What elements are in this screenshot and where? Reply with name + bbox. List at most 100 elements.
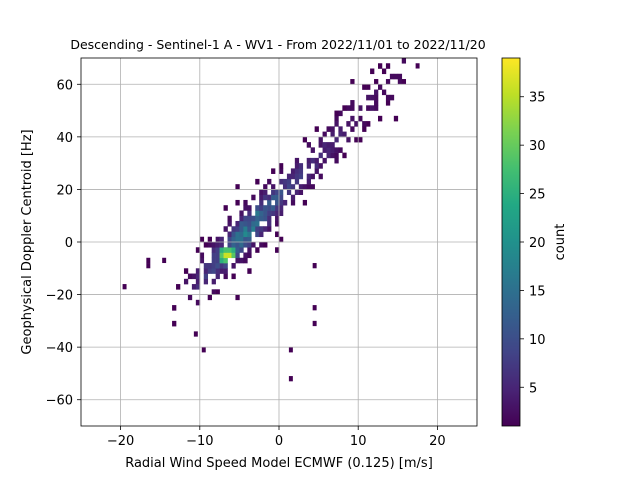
heatmap-cell [263, 210, 268, 217]
heatmap-cell [298, 173, 304, 180]
heatmap-cell [318, 142, 323, 148]
heatmap-cell [259, 231, 264, 238]
heatmap-cell [223, 273, 228, 280]
heatmap-cell [227, 220, 232, 227]
heatmap-cell-outlier [193, 331, 198, 337]
heatmap-cell [334, 147, 339, 153]
x-axis: −20 −10 0 10 20 [107, 426, 446, 449]
heatmap-cell [346, 105, 351, 111]
heatmap-cell [199, 257, 205, 264]
heatmap-cell [219, 252, 224, 259]
heatmap-cell [279, 205, 284, 211]
heatmap-cell [207, 294, 212, 301]
heatmap-cell-outlier [312, 305, 317, 311]
heatmap-cell [358, 136, 363, 143]
heatmap-cell [314, 157, 319, 164]
heatmap-cell [318, 173, 323, 180]
heatmap-cell [366, 121, 371, 127]
heatmap-cell [310, 173, 315, 180]
heatmap-cell [290, 168, 296, 174]
y-tick-label: −20 [46, 289, 73, 304]
heatmap-cell [211, 268, 216, 274]
chart-title: Descending - Sentinel-1 A - WV1 - From 2… [70, 37, 485, 52]
y-axis: −60 −40 −20 0 20 40 60 [46, 78, 81, 409]
heatmap-cell [322, 157, 327, 164]
heatmap-cell [255, 226, 260, 232]
heatmap-cell [211, 242, 216, 248]
heatmap-cell [338, 126, 343, 132]
heatmap-cell [294, 168, 300, 174]
heatmap-cell [318, 136, 323, 143]
heatmap-cell [263, 215, 268, 222]
heatmap-cell [286, 173, 292, 180]
heatmap-cell [195, 273, 201, 280]
heatmap-cell-outlier [162, 257, 167, 264]
heatmap-cell [263, 184, 268, 190]
heatmap-cell [247, 210, 252, 217]
heatmap-cell [227, 252, 232, 259]
heatmap-cell [322, 147, 327, 153]
heatmap-cell [247, 236, 252, 243]
heatmap-cell [334, 110, 339, 117]
heatmap-cell [279, 236, 284, 243]
heatmap-cell [306, 173, 311, 180]
heatmap-cell [259, 189, 264, 195]
heatmap-cell [235, 252, 240, 259]
y-tick-label: −60 [46, 394, 73, 409]
heatmap-cell [326, 142, 331, 148]
heatmap-cell [243, 199, 248, 206]
heatmap-cell [239, 226, 244, 232]
heatmap-cell [279, 199, 284, 206]
heatmap-cell [247, 205, 252, 211]
heatmap-cell [227, 247, 232, 253]
heatmap-cell [227, 236, 232, 243]
heatmap-cell [251, 226, 256, 232]
heatmap-cell [191, 273, 197, 280]
heatmap-cell [381, 68, 387, 75]
heatmap-cell [199, 236, 205, 243]
heatmap-cell [286, 189, 292, 195]
heatmap-cell [243, 226, 248, 232]
heatmap-cell [259, 226, 264, 232]
colorbar-tick-label: 35 [529, 91, 546, 106]
heatmap-cell [255, 210, 260, 217]
heatmap-cell [235, 247, 240, 253]
colorbar-tick-label: 5 [529, 381, 537, 396]
heatmap-cell [326, 152, 331, 159]
heatmap-cell [271, 189, 276, 195]
heatmap-cell [350, 100, 355, 106]
heatmap-cell [282, 199, 288, 206]
heatmap-cell [259, 194, 264, 201]
heatmap-cell [239, 257, 244, 264]
heatmap-cell [370, 105, 375, 111]
heatmap-cell [215, 289, 220, 295]
heatmap-cell [211, 257, 216, 264]
heatmap-cell [247, 268, 252, 274]
heatmap-cell [235, 220, 240, 227]
heatmap-cell [231, 247, 236, 253]
colorbar: 5 10 15 20 25 30 35 count [501, 57, 568, 427]
heatmap-cell [290, 194, 296, 201]
heatmap-cell [298, 168, 304, 174]
heatmap-cell [378, 63, 383, 69]
heatmap-cell [334, 157, 339, 164]
heatmap-cell [239, 231, 244, 238]
heatmap-cell [203, 242, 209, 248]
heatmap-cell [207, 263, 212, 269]
heatmap-cell [223, 257, 228, 264]
heatmap-cell [279, 178, 284, 185]
plot-area: −20 −10 0 10 20 −60 −40 −20 0 20 40 60 [46, 57, 478, 449]
heatmap-cell [306, 157, 311, 164]
heatmap-cell [219, 247, 224, 253]
heatmap-cell [302, 136, 308, 143]
heatmap-cell [294, 157, 300, 164]
heatmap-cell [290, 173, 296, 180]
heatmap-cell [275, 189, 280, 195]
heatmap-cell [397, 73, 403, 80]
heatmap-cell [401, 58, 407, 64]
heatmap-cell [370, 68, 375, 75]
heatmap-cell [374, 89, 379, 96]
heatmap-cell-outlier [415, 63, 420, 69]
heatmap-cell [358, 115, 363, 122]
heatmap-cell [183, 278, 189, 285]
